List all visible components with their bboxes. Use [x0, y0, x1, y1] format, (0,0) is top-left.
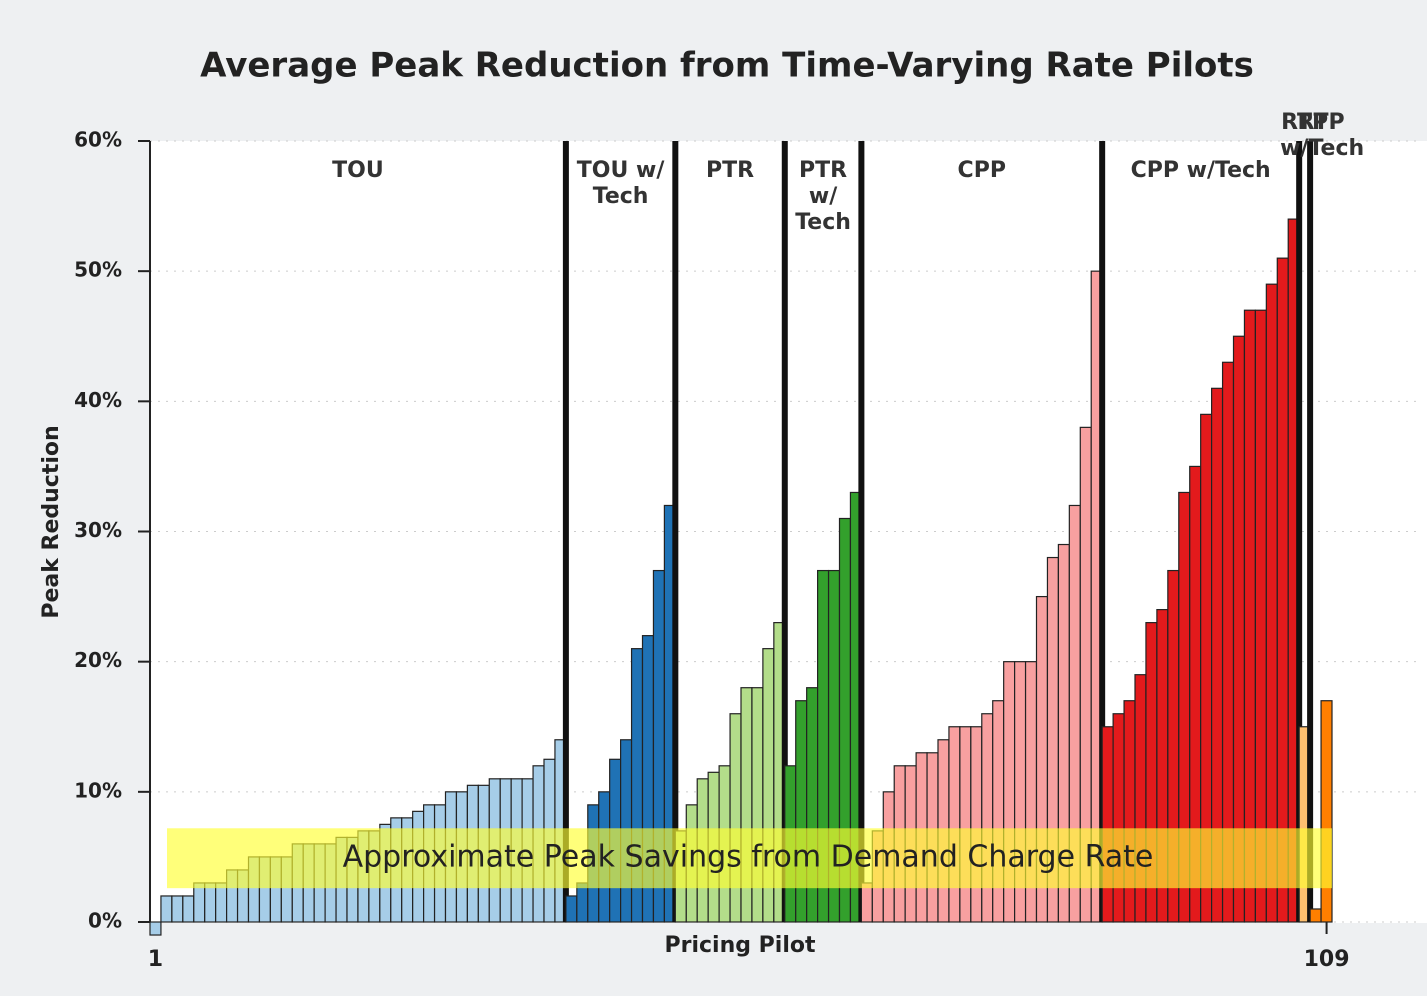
- x-axis-label: Pricing Pilot: [664, 933, 815, 958]
- y-tick-label: 0%: [88, 909, 122, 933]
- bar: [1123, 700, 1136, 923]
- bar: [160, 895, 173, 923]
- legend-label: RTP w/Tech: [1280, 110, 1365, 161]
- bar: [1101, 726, 1114, 923]
- y-tick-label: 50%: [74, 258, 122, 282]
- legend-label: PTR w/ Tech: [795, 158, 851, 235]
- bar: [576, 882, 589, 923]
- legend-label: CPP w/Tech: [1130, 158, 1271, 183]
- bar: [948, 726, 961, 923]
- y-tick-label: 30%: [74, 518, 122, 542]
- bar: [1309, 908, 1322, 923]
- legend-label: RTP: [1281, 110, 1329, 135]
- bar: [795, 700, 808, 923]
- legend-label: CPP: [957, 158, 1006, 183]
- annotation-text: Approximate Peak Savings from Demand Cha…: [343, 840, 1154, 875]
- annotation-band: [167, 828, 1332, 889]
- y-tick-label: 60%: [74, 128, 122, 152]
- chart-title: Average Peak Reduction from Time-Varying…: [200, 46, 1254, 86]
- bar: [992, 700, 1005, 923]
- bar: [1320, 700, 1333, 923]
- legend-label: TOU w/ Tech: [576, 158, 665, 209]
- bar: [959, 726, 972, 923]
- bar: [970, 726, 983, 923]
- bar: [565, 895, 578, 923]
- bar: [981, 713, 994, 923]
- bar: [1276, 257, 1289, 923]
- bar: [215, 882, 228, 923]
- bar: [193, 882, 206, 923]
- y-tick-label: 40%: [74, 388, 122, 412]
- y-tick-label: 10%: [74, 778, 122, 802]
- bar: [149, 921, 162, 936]
- bar: [204, 882, 217, 923]
- x-tick-label: 1: [148, 947, 163, 972]
- legend-label: PTR: [706, 158, 755, 183]
- y-tick-label: 20%: [74, 648, 122, 672]
- x-tick-label: 109: [1304, 947, 1350, 972]
- bar: [182, 895, 195, 923]
- bar: [1265, 283, 1278, 923]
- y-axis-label: Peak Reduction: [39, 425, 64, 618]
- bar: [171, 895, 184, 923]
- bar: [860, 882, 873, 923]
- bar: [729, 713, 742, 923]
- bar: [1112, 713, 1125, 923]
- legend-label: TOU: [332, 158, 384, 183]
